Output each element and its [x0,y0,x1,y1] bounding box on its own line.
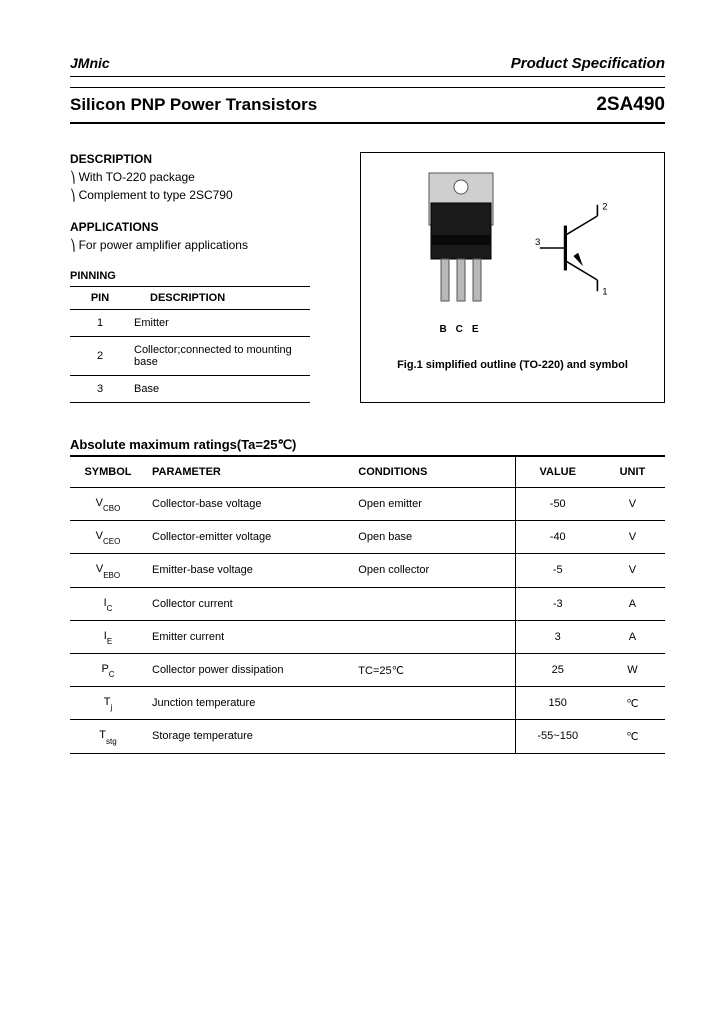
ratings-row: ICCollector current -3A [70,587,665,620]
rating-unit: W [600,653,665,686]
pin-labels: BCE [417,324,511,335]
rating-conditions: Open collector [352,554,515,587]
description-heading: DESCRIPTION [70,152,346,166]
pin-desc: Collector;connected to mounting base [130,337,310,376]
spec-label: Product Specification [511,55,665,72]
rating-unit: V [600,554,665,587]
rating-value: 150 [515,687,600,720]
rating-parameter: Collector current [146,587,352,620]
ratings-row: TjJunction temperature 150℃ [70,687,665,720]
description-item: Complement to type 2SC790 [70,188,346,202]
rating-unit: V [600,488,665,521]
pin-desc: Base [130,376,310,403]
ratings-col-symbol: SYMBOL [70,456,146,488]
rating-unit: V [600,521,665,554]
figure-box: BCE 3 2 1 F [360,152,665,403]
ratings-row: VCBOCollector-base voltageOpen emitter-5… [70,488,665,521]
rating-unit: A [600,620,665,653]
rating-value: 3 [515,620,600,653]
figure-caption: Fig.1 simplified outline (TO-220) and sy… [397,359,628,371]
rating-parameter: Collector-emitter voltage [146,521,352,554]
rating-parameter: Emitter-base voltage [146,554,352,587]
symbol-base-label: 3 [535,236,540,247]
top-section: DESCRIPTION With TO-220 package Compleme… [70,152,665,403]
rating-unit: ℃ [600,720,665,753]
rating-value: -5 [515,554,600,587]
applications-heading: APPLICATIONS [70,220,346,234]
pinning-heading: PINNING [70,270,346,282]
pinning-row: 1 Emitter [70,310,310,337]
rating-conditions [352,687,515,720]
ratings-row: TstgStorage temperature -55~150℃ [70,720,665,753]
ratings-col-conditions: CONDITIONS [352,456,515,488]
symbol-collector-label: 2 [602,201,607,212]
rating-conditions [352,720,515,753]
rating-symbol: IE [70,620,146,653]
pin-desc: Emitter [130,310,310,337]
pinning-row: 2 Collector;connected to mounting base [70,337,310,376]
ratings-col-value: VALUE [515,456,600,488]
rating-parameter: Storage temperature [146,720,352,753]
pin-number: 2 [70,337,130,376]
ratings-col-unit: UNIT [600,456,665,488]
rating-parameter: Collector-base voltage [146,488,352,521]
rating-symbol: Tj [70,687,146,720]
rating-parameter: Junction temperature [146,687,352,720]
to220-icon [411,165,511,315]
rating-parameter: Emitter current [146,620,352,653]
part-number: 2SA490 [596,94,665,116]
pin-number: 1 [70,310,130,337]
package-outline: BCE [411,165,511,335]
rating-parameter: Collector power dissipation [146,653,352,686]
figure-inner: BCE 3 2 1 [371,165,654,335]
brand-name: JMnic [70,55,110,71]
rating-unit: A [600,587,665,620]
ratings-heading: Absolute maximum ratings(Ta=25℃) [70,437,665,453]
rating-value: 25 [515,653,600,686]
rating-symbol: IC [70,587,146,620]
rating-symbol: PC [70,653,146,686]
ratings-row: VEBOEmitter-base voltageOpen collector-5… [70,554,665,587]
pinning-col-pin: PIN [70,287,130,310]
rating-conditions [352,620,515,653]
rating-symbol: Tstg [70,720,146,753]
rating-symbol: VCBO [70,488,146,521]
pnp-symbol-icon: 3 2 1 [535,200,615,296]
pin-number: 3 [70,376,130,403]
rating-unit: ℃ [600,687,665,720]
ratings-row: IEEmitter current 3A [70,620,665,653]
symbol-emitter-label: 1 [602,286,607,296]
pinning-row: 3 Base [70,376,310,403]
applications-item: For power amplifier applications [70,238,346,252]
ratings-table: SYMBOL PARAMETER CONDITIONS VALUE UNIT V… [70,455,665,754]
title-bar: Silicon PNP Power Transistors 2SA490 [70,87,665,124]
ratings-row: PCCollector power dissipationTC=25℃25W [70,653,665,686]
rating-symbol: VEBO [70,554,146,587]
page-header: JMnic Product Specification [70,55,665,77]
rating-conditions: TC=25℃ [352,653,515,686]
rating-value: -55~150 [515,720,600,753]
pinning-table: PIN DESCRIPTION 1 Emitter 2 Collector;co… [70,286,310,403]
ratings-row: VCEOCollector-emitter voltageOpen base-4… [70,521,665,554]
rating-symbol: VCEO [70,521,146,554]
ratings-col-parameter: PARAMETER [146,456,352,488]
datasheet-page: JMnic Product Specification Silicon PNP … [0,0,720,1012]
rating-value: -50 [515,488,600,521]
product-family: Silicon PNP Power Transistors [70,95,317,115]
rating-conditions [352,587,515,620]
transistor-symbol: 3 2 1 [535,200,615,301]
rating-conditions: Open emitter [352,488,515,521]
rating-conditions: Open base [352,521,515,554]
rating-value: -40 [515,521,600,554]
left-column: DESCRIPTION With TO-220 package Compleme… [70,152,346,403]
pinning-col-desc: DESCRIPTION [130,287,310,310]
description-item: With TO-220 package [70,170,346,184]
rating-value: -3 [515,587,600,620]
